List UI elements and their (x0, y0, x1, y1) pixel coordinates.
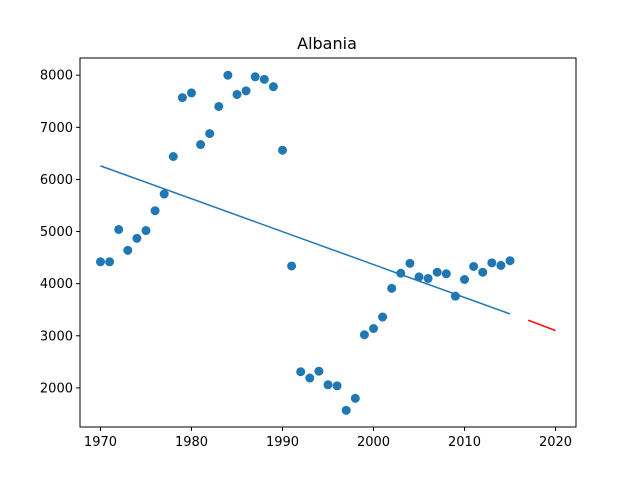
y-tick-label: 4000 (40, 277, 73, 292)
data-point (186, 88, 196, 98)
x-tick-label: 2020 (539, 435, 572, 450)
y-tick-label: 3000 (40, 329, 73, 344)
data-point (277, 145, 287, 155)
y-tick-label: 2000 (40, 381, 73, 396)
data-point (287, 261, 297, 271)
data-point (305, 373, 315, 383)
data-point (460, 275, 470, 285)
data-point (441, 269, 451, 279)
data-point (350, 393, 360, 403)
data-point (405, 258, 415, 268)
data-point (259, 74, 269, 84)
data-point (114, 224, 124, 234)
data-point (496, 260, 506, 270)
data-point (487, 258, 497, 268)
data-point (250, 72, 260, 82)
y-tick-label: 7000 (40, 121, 73, 136)
data-point (296, 367, 306, 377)
data-point (177, 93, 187, 103)
data-point (223, 70, 233, 80)
x-tick-label: 1970 (84, 435, 117, 450)
x-tick-label: 1990 (266, 435, 299, 450)
data-point (150, 206, 160, 216)
data-point (341, 405, 351, 415)
data-point (359, 330, 369, 340)
data-point (432, 267, 442, 277)
data-point (505, 256, 515, 266)
y-tick-label: 5000 (40, 225, 73, 240)
data-point (414, 272, 424, 282)
data-point (168, 152, 178, 162)
chart-title: Albania (297, 34, 357, 53)
axes-frame (79, 57, 577, 428)
data-point (387, 283, 397, 293)
x-tick-label: 2010 (448, 435, 481, 450)
data-point (196, 140, 206, 150)
data-point (378, 312, 388, 322)
data-point (95, 257, 105, 267)
data-point (369, 323, 379, 333)
data-point (214, 101, 224, 111)
data-point (469, 261, 479, 271)
forecast-line (527, 319, 556, 332)
data-point (450, 291, 460, 301)
data-point (105, 257, 115, 267)
data-point (314, 366, 324, 376)
data-point (323, 380, 333, 390)
data-point (205, 129, 215, 139)
x-tick-label: 2000 (357, 435, 390, 450)
plot-area (95, 70, 556, 415)
y-tick-label: 6000 (40, 173, 73, 188)
data-point (232, 89, 242, 99)
data-point (132, 233, 142, 243)
x-tick-label: 1980 (175, 435, 208, 450)
trend-line (100, 165, 511, 315)
data-point (423, 273, 433, 283)
data-point (396, 268, 406, 278)
data-point (123, 245, 133, 255)
data-point (141, 226, 151, 236)
data-point (332, 381, 342, 391)
data-point (268, 82, 278, 92)
data-point (241, 86, 251, 96)
axes: 1970 1980 1990 2000 2010 2020 2000 3000 4000 5000… (40, 69, 572, 450)
y-tick-label: 8000 (40, 69, 73, 84)
data-point (478, 267, 488, 277)
data-point (159, 189, 169, 199)
